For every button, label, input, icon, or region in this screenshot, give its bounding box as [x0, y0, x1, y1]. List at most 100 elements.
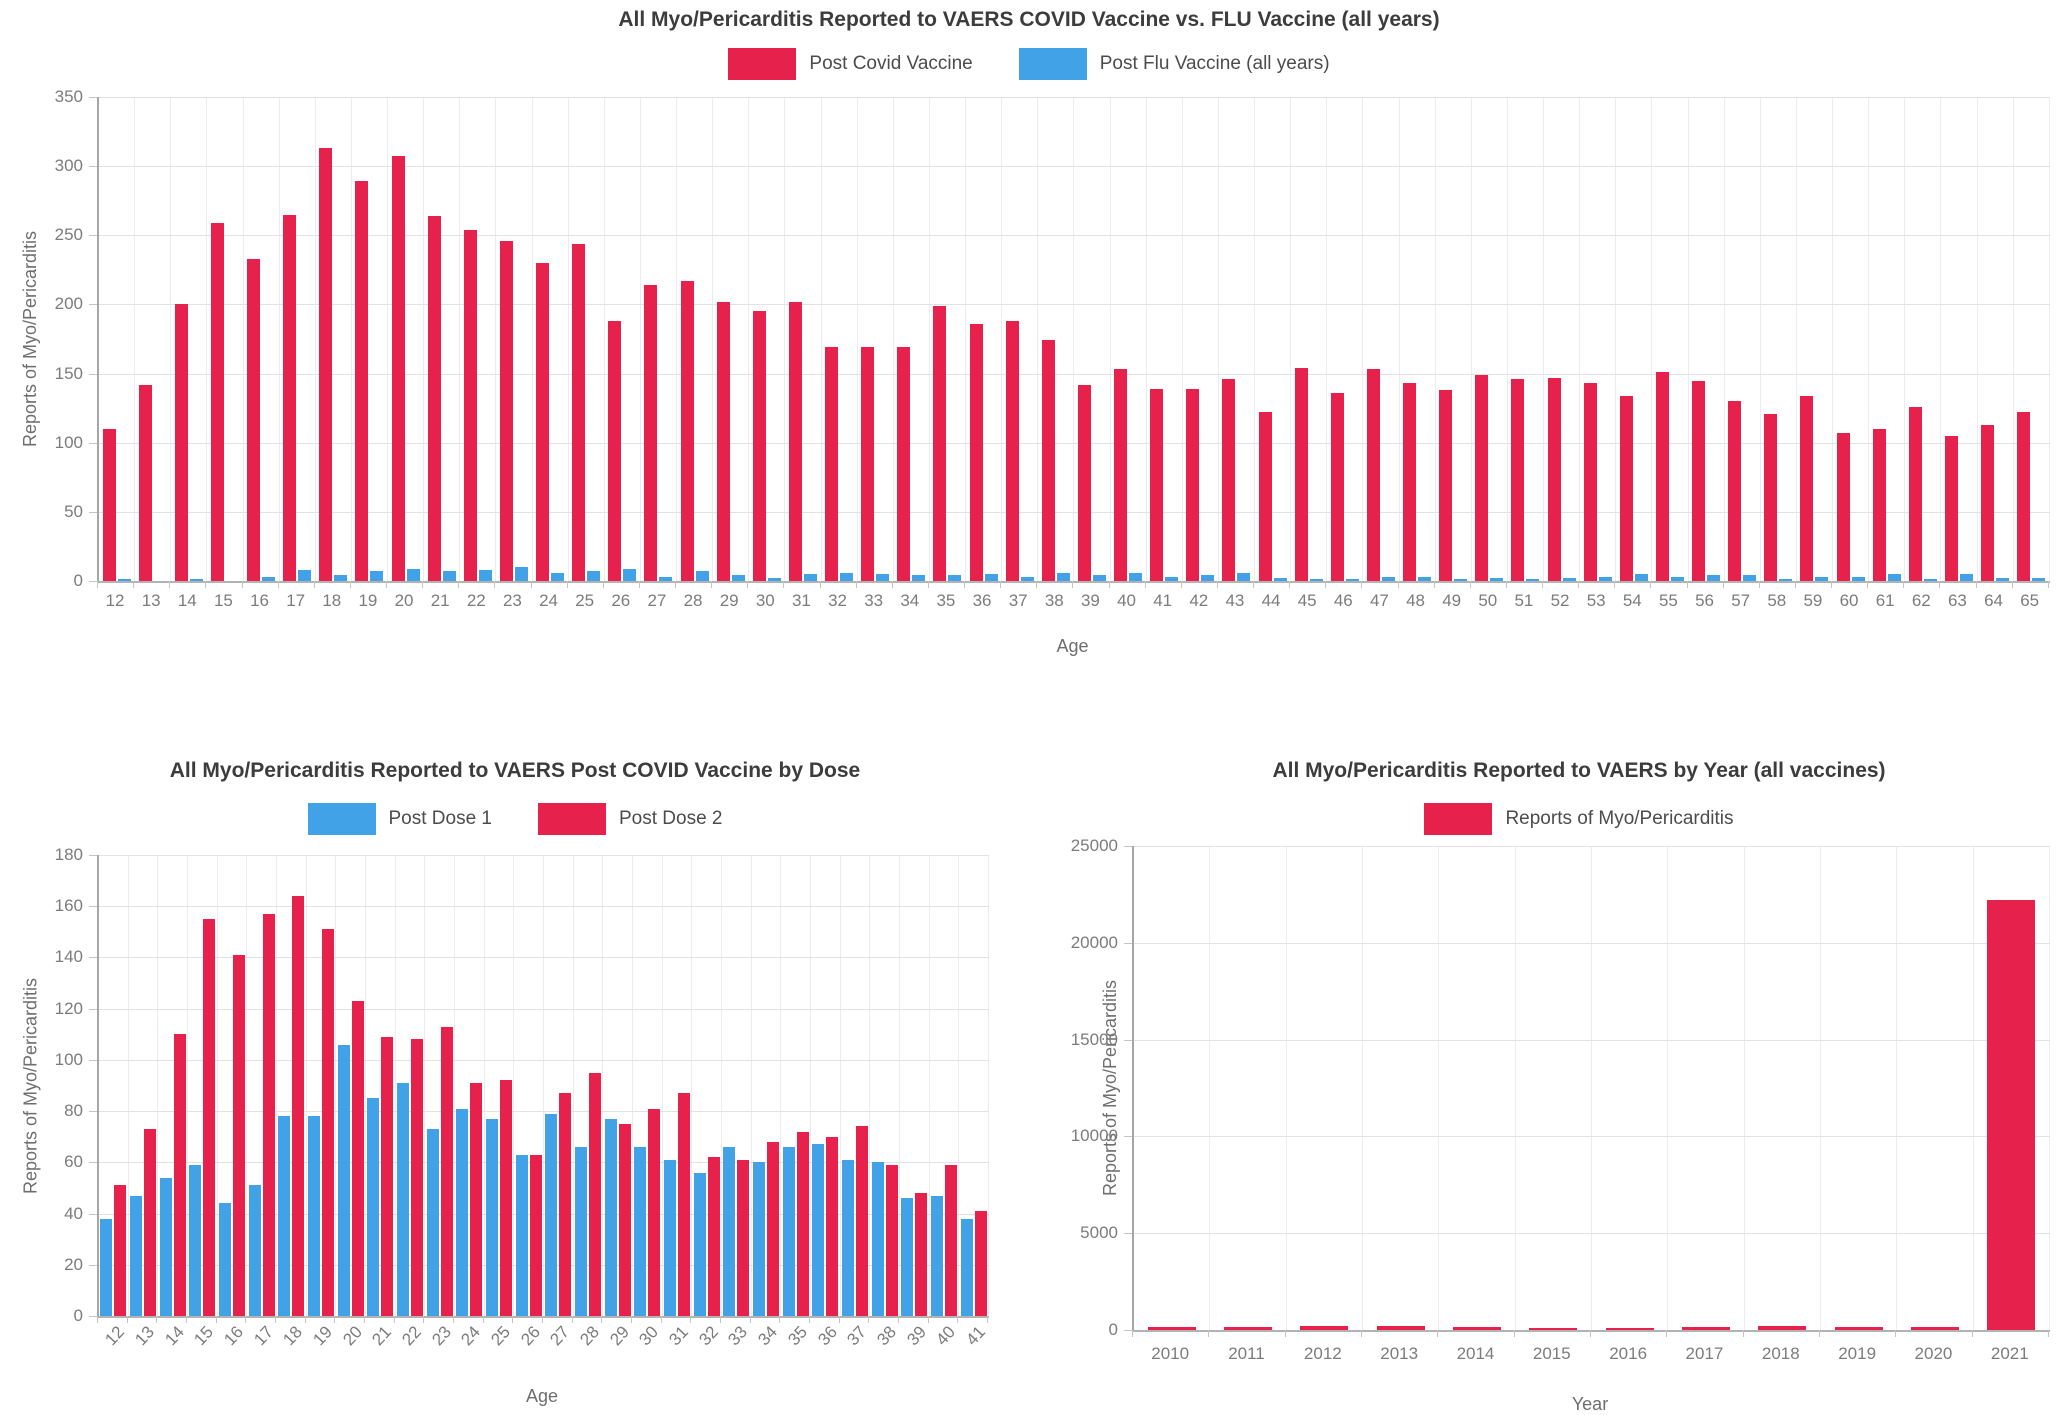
- x-tick-label: 28: [576, 1322, 604, 1350]
- x-tick-mark: [206, 581, 243, 588]
- x-tick-label: 52: [1550, 591, 1570, 610]
- y-tick-mark: [1124, 1039, 1132, 1041]
- category-group: [1074, 97, 1111, 581]
- gridline: [99, 1213, 989, 1215]
- x-tick-mark: [1820, 1330, 1897, 1337]
- x-tick-mark: [1977, 581, 2013, 588]
- bar: [876, 574, 890, 581]
- bar: [664, 1159, 677, 1316]
- bar: [219, 1203, 232, 1316]
- x-tick-mark: [640, 581, 676, 588]
- x-tick-label: 27: [546, 1322, 574, 1350]
- category-group: [1797, 97, 1833, 581]
- category-group: [1689, 97, 1725, 581]
- legend-item-post-covid-vaccine[interactable]: Post Covid Vaccine: [728, 48, 973, 80]
- category-group: [1974, 846, 2050, 1330]
- x-axis-tick-labels: 2010 2011 2012 2013 2014 2015 2016 2017 2018 2019…: [1132, 1344, 2048, 1364]
- x-tick-label: 2010: [1151, 1344, 1190, 1363]
- category-group: [1869, 97, 1906, 581]
- y-tick-label: 0: [73, 571, 83, 590]
- bar: [974, 1211, 987, 1316]
- bar: [575, 1146, 588, 1316]
- bar: [960, 1218, 973, 1316]
- bar: [1403, 383, 1417, 581]
- category-group: [1472, 97, 1508, 581]
- x-tick-mark: [1146, 581, 1182, 588]
- x-tick-label: 2012: [1303, 1344, 1342, 1363]
- x-tick-label: 44: [1261, 591, 1281, 610]
- category-group: [460, 97, 497, 581]
- bar: [529, 1154, 542, 1316]
- legend-item-post-flu-vaccine-all-years[interactable]: Post Flu Vaccine (all years): [1018, 48, 1330, 80]
- y-tick-mark: [89, 906, 97, 908]
- x-tick-mark: [869, 1316, 900, 1323]
- bar: [367, 1098, 380, 1316]
- x-tick-mark: [365, 1316, 395, 1323]
- x-tick-label: 13: [141, 591, 161, 610]
- x-tick-mark: [187, 1316, 217, 1323]
- category-group: [1436, 97, 1472, 581]
- x-tick-label: 15: [213, 591, 233, 610]
- x-tick-mark: [1326, 581, 1363, 588]
- y-tick-mark: [89, 373, 97, 375]
- x-tick-label: 23: [502, 591, 522, 610]
- y-tick-mark: [89, 1316, 97, 1317]
- x-tick-label: 47: [1369, 591, 1389, 610]
- bar: [1366, 369, 1380, 581]
- bar: [1452, 1327, 1501, 1330]
- x-tick-label: 51: [1514, 591, 1534, 610]
- category-group: [713, 97, 750, 581]
- plot-area: [1132, 846, 2050, 1332]
- x-tick-label: 50: [1478, 591, 1498, 610]
- x-tick-mark: [217, 1316, 247, 1323]
- bar: [1996, 578, 2010, 581]
- y-tick-mark: [89, 1008, 97, 1010]
- bar: [1764, 413, 1778, 581]
- x-tick-mark: [1435, 581, 1471, 588]
- x-tick-mark: [840, 1316, 870, 1323]
- bar: [1605, 1327, 1654, 1330]
- gridline: [99, 855, 989, 856]
- x-tick-label: 12: [101, 1322, 129, 1350]
- x-tick-label: 32: [828, 591, 848, 610]
- x-tick-label: 21: [368, 1322, 396, 1350]
- category-group: [316, 97, 352, 581]
- legend: Reports of Myo/Pericarditis: [1100, 803, 2058, 835]
- x-tick-label: 54: [1622, 591, 1642, 610]
- y-tick-label: 0: [73, 1306, 83, 1325]
- bar: [1758, 1326, 1807, 1330]
- legend-item-post-dose-2[interactable]: Post Dose 2: [538, 803, 723, 835]
- x-tick-mark: [929, 1316, 959, 1323]
- bar: [233, 954, 246, 1316]
- y-tick-label: 140: [54, 947, 83, 967]
- x-tick-label: 29: [719, 591, 739, 610]
- x-tick-mark: [1868, 581, 1905, 588]
- x-tick-label: 2016: [1609, 1344, 1648, 1363]
- y-tick-label: 10000: [1070, 1126, 1118, 1146]
- bar: [1619, 395, 1633, 581]
- x-tick-mark: [857, 581, 893, 588]
- bar: [931, 1195, 944, 1316]
- x-tick-mark: [543, 1316, 573, 1323]
- x-axis-title: Age: [1056, 636, 1089, 656]
- category-group: [1255, 97, 1292, 581]
- y-tick-mark: [1124, 942, 1132, 944]
- gridline: [99, 373, 2050, 375]
- category-group: [1038, 97, 1075, 581]
- x-tick-mark: [387, 581, 424, 588]
- category-group: [396, 855, 426, 1316]
- bar: [1670, 576, 1684, 581]
- bar: [1258, 412, 1272, 581]
- category-group: [485, 855, 515, 1316]
- x-tick-label: 20: [338, 1322, 366, 1350]
- gridline: [99, 235, 2050, 237]
- category-group: [781, 855, 812, 1316]
- legend-item-reports-of-myo-pericarditis[interactable]: Reports of Myo/Pericarditis: [1424, 803, 1734, 835]
- legend-item-post-dose-1[interactable]: Post Dose 1: [307, 803, 492, 835]
- bar: [440, 1026, 453, 1316]
- x-tick-label: 35: [784, 1322, 811, 1350]
- category-group: [633, 855, 663, 1316]
- category-group: [894, 97, 930, 581]
- bar: [1005, 321, 1019, 581]
- bar: [322, 929, 335, 1316]
